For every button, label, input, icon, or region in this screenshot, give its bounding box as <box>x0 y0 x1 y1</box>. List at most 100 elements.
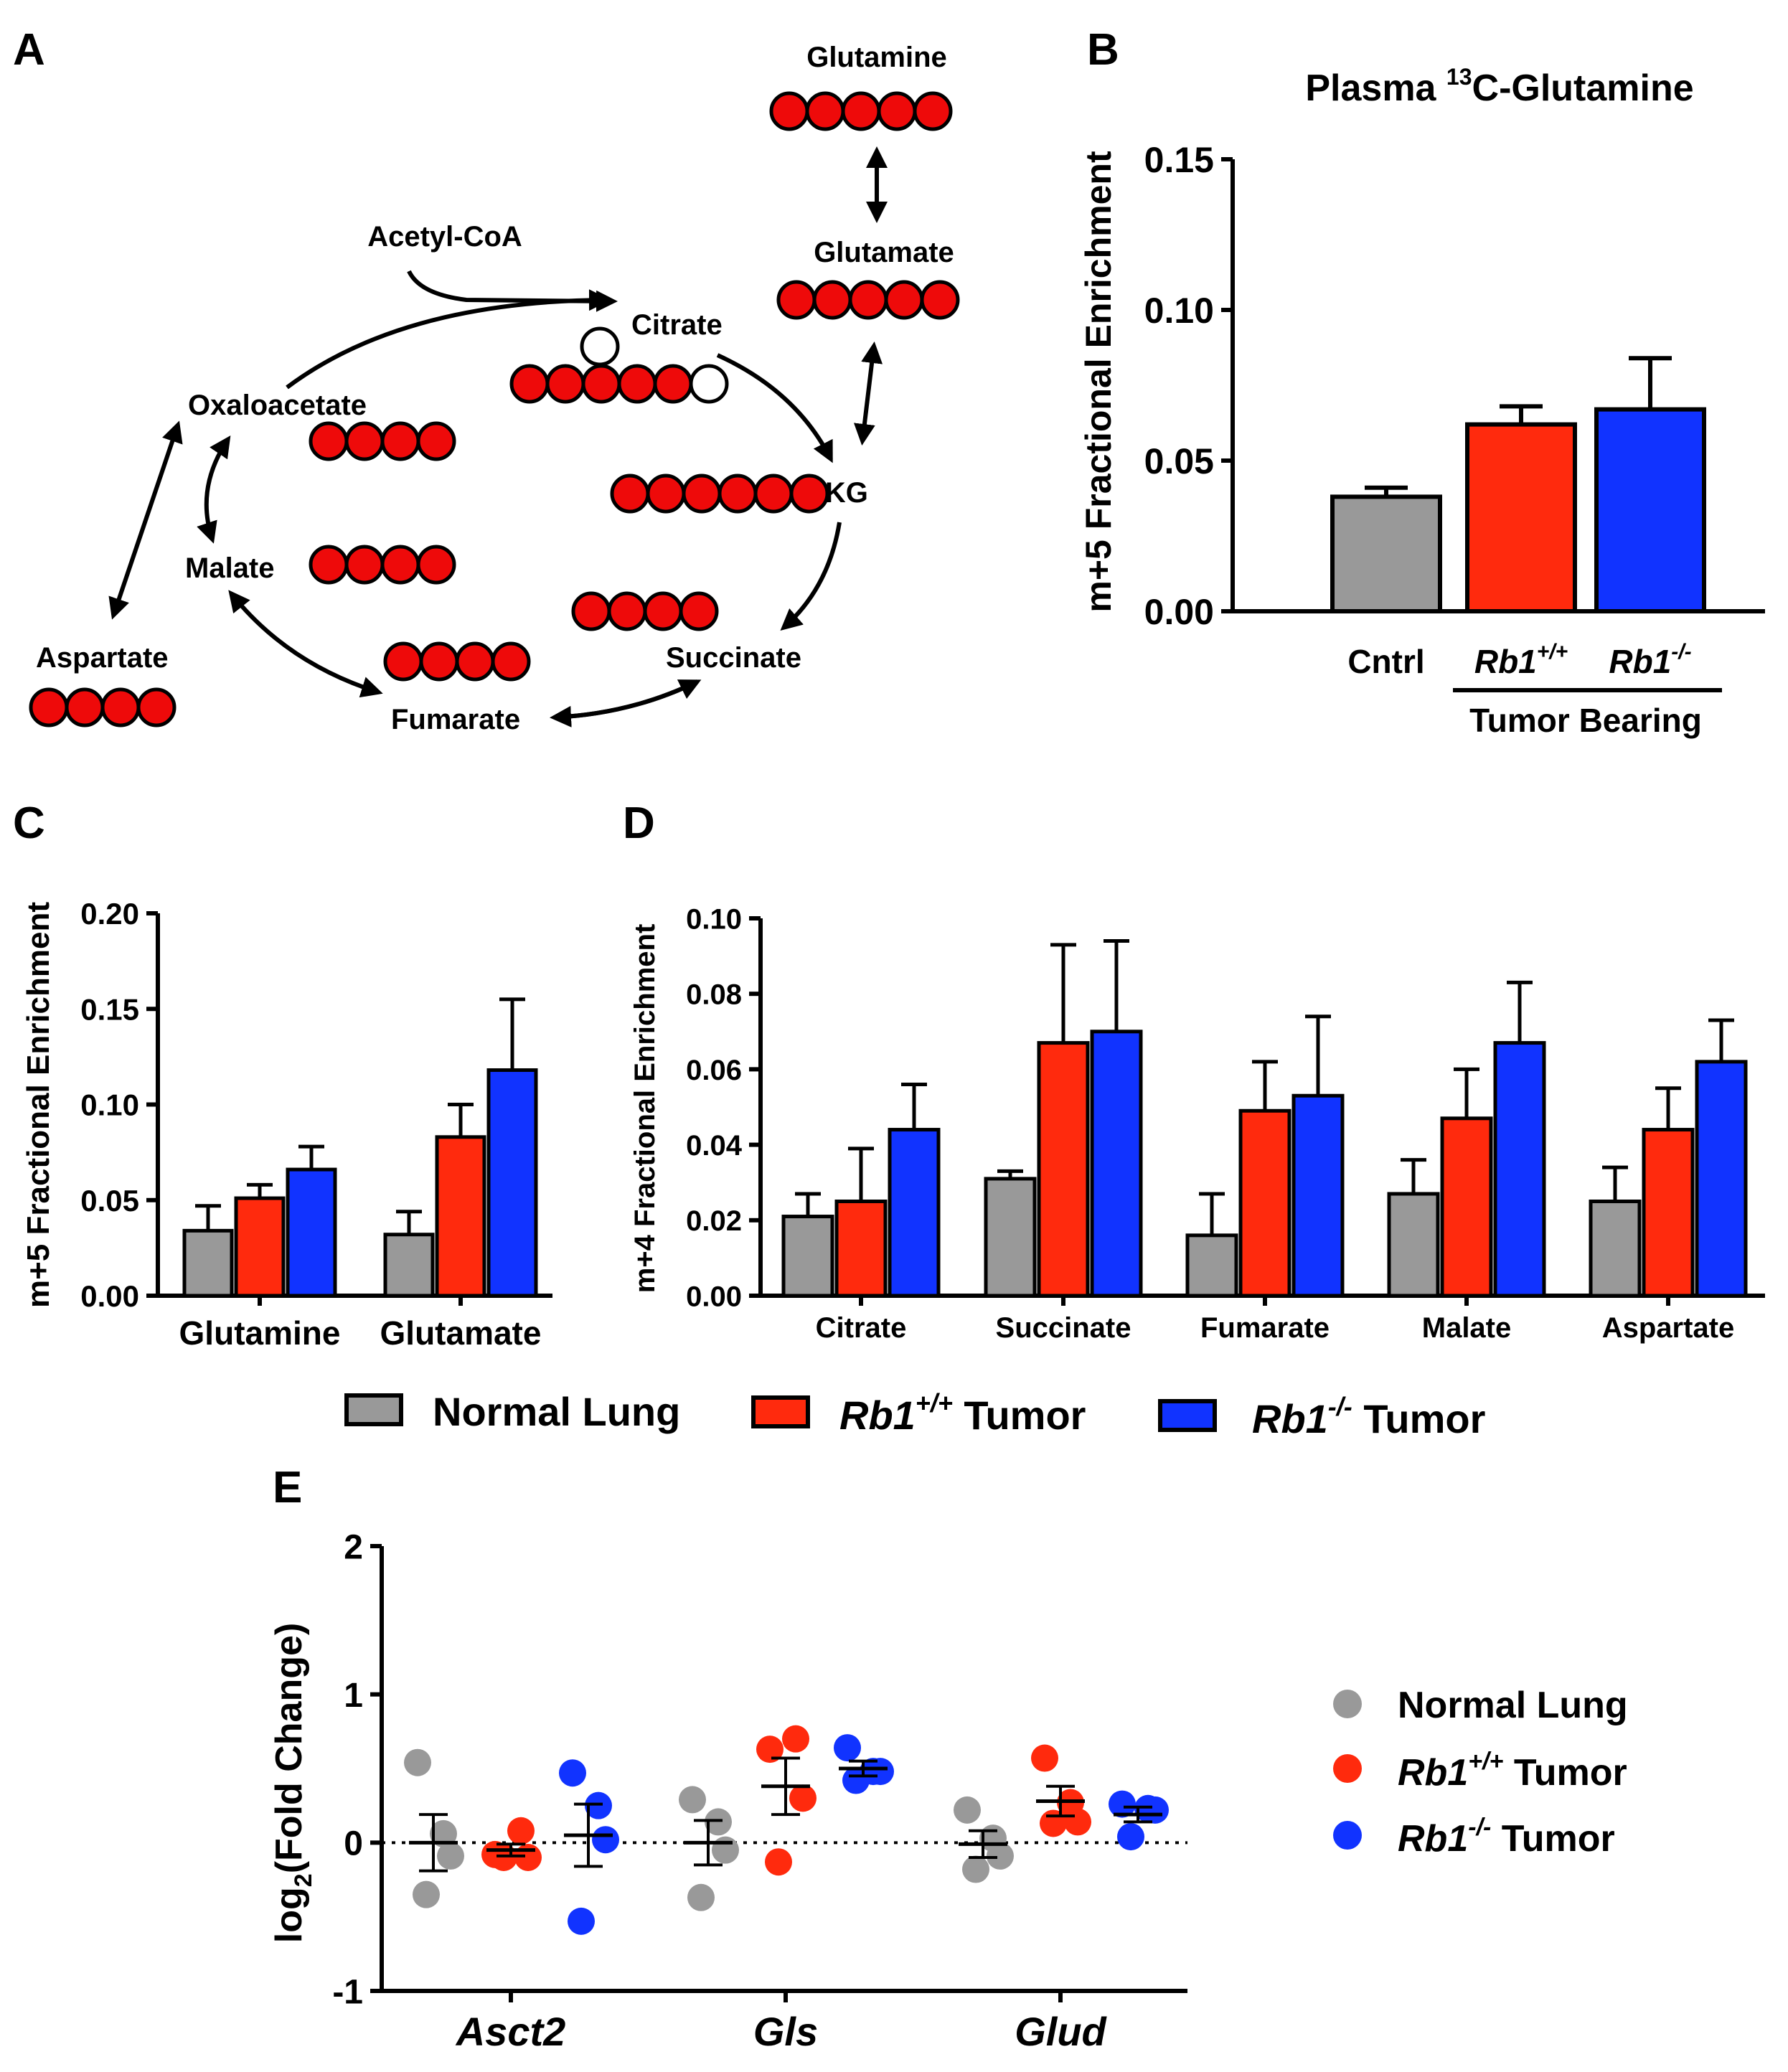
chart-b: 0.00 0.05 0.10 0.15 <box>1144 140 1765 632</box>
point-rb1-tumor-glud <box>1031 1744 1058 1772</box>
chart-c: 0.00 0.05 0.10 0.15 0.20 Glutamine Glutamate <box>80 897 552 1352</box>
bar-normal-lung-fumarate <box>1185 1233 1238 1298</box>
carbon-atom-labeled <box>789 474 829 514</box>
x-tick-label-citrate: Citrate <box>816 1312 907 1344</box>
label-malate: Malate <box>185 552 275 584</box>
carbons-oxaloacetate <box>309 421 456 461</box>
point-rb1-tumor-asct2 <box>585 1791 612 1819</box>
point-normal-lung-glud <box>987 1842 1014 1870</box>
bar-normal-lung-glutamate <box>383 1233 435 1298</box>
panel-a-letter: A <box>13 25 45 75</box>
label-oxaloacetate: Oxaloacetate <box>188 390 367 421</box>
bar-rb1-tumor-fumarate <box>1238 1108 1291 1298</box>
chart-d: 0.00 0.02 0.04 0.06 0.08 0.10 Citrate Succinate… <box>686 903 1765 1344</box>
legend-label-rb1-ko: Rb1-/- Tumor <box>1252 1392 1485 1441</box>
carbon-atom-labeled <box>653 364 693 404</box>
point-normal-lung-asct2 <box>437 1842 464 1870</box>
carbon-atom-labeled <box>416 421 456 461</box>
legend-label-rb1-wt: Rb1+/+ Tumor <box>839 1388 1086 1438</box>
group-label-tumor-bearing: Tumor Bearing <box>1469 702 1702 739</box>
point-normal-lung-gls <box>712 1836 739 1864</box>
y-tick-label: 1 <box>344 1677 363 1715</box>
label-acetyl-coa: Acetyl-CoA <box>367 221 522 253</box>
bar-rb1-tumor-glutamate <box>486 1068 538 1298</box>
panel-e: E log2(Fold Change) -1 0 1 2 Asct2 Gls Glud No… <box>268 1463 1628 2054</box>
carbon-atom-labeled <box>416 545 456 585</box>
panel-e-letter: E <box>273 1463 302 1512</box>
carbon-atom-labeled <box>383 641 423 682</box>
legend-swatch-normal <box>344 1393 403 1426</box>
bar-normal-lung-aspartate <box>1589 1200 1642 1298</box>
y-tick-label: -1 <box>332 1973 363 2011</box>
carbons-succinate <box>571 591 719 631</box>
carbon-atom-labeled <box>812 280 852 320</box>
carbon-atom-labeled <box>682 474 722 514</box>
carbons-fumarate <box>383 641 531 682</box>
carbon-atom-labeled <box>309 545 349 585</box>
carbon-atom-labeled <box>380 545 420 585</box>
carbon-atom-labeled <box>581 364 621 404</box>
carbon-atom-labeled <box>841 91 881 131</box>
carbon-atom-labeled <box>610 474 650 514</box>
legend-swatch-rb1-ko <box>1158 1399 1217 1432</box>
y-tick-label: 0.10 <box>686 903 742 935</box>
x-tick-label-fumarate: Fumarate <box>1200 1312 1330 1344</box>
carbon-atom-labeled <box>920 280 960 320</box>
y-tick-label: 0.02 <box>686 1205 742 1237</box>
carbon-atom-labeled <box>419 641 459 682</box>
legend-dot-rb1-ko <box>1333 1821 1362 1850</box>
point-normal-lung-gls <box>687 1883 715 1911</box>
legend-dot-label-rb1-wt: Rb1+/+ Tumor <box>1398 1748 1627 1794</box>
label-glutamate: Glutamate <box>814 237 954 268</box>
y-tick-label: 0.10 <box>1144 291 1214 331</box>
panel-b-ylabel: m+5 Fractional Enrichment <box>1078 151 1119 613</box>
bar-rb1-tumor-glutamine <box>234 1196 286 1298</box>
y-tick-label: 0.05 <box>1144 441 1214 481</box>
bar-rb1-tumor-glutamine <box>286 1167 337 1298</box>
carbon-atom-labeled <box>571 591 611 631</box>
point-rb1-tumor-asct2 <box>592 1826 619 1854</box>
bar-rb1-tumor-fumarate <box>1291 1093 1345 1298</box>
carbon-atom-labeled <box>309 421 349 461</box>
bar-rb1-tumor-citrate <box>834 1200 888 1298</box>
panel-c-letter: C <box>13 799 45 848</box>
chart-e: -1 0 1 2 Asct2 Gls Glud <box>332 1528 1187 2054</box>
carbon-atom-labeled <box>769 91 809 131</box>
point-rb1-tumor-glud <box>1064 1808 1091 1836</box>
bar-rb1 <box>1465 422 1577 613</box>
point-rb1-tumor-gls <box>782 1725 809 1753</box>
y-tick-label: 0 <box>344 1825 363 1863</box>
y-tick-label: 0.06 <box>686 1055 742 1086</box>
point-rb1-tumor-gls <box>842 1766 870 1794</box>
carbon-atom-labeled <box>848 280 888 320</box>
carbon-atom-labeled <box>913 91 953 131</box>
carbon-atom-labeled <box>679 591 719 631</box>
legend-dot-normal <box>1333 1690 1362 1718</box>
bar-rb1-tumor-citrate <box>888 1128 941 1298</box>
bar-rb1-tumor-aspartate <box>1695 1060 1748 1298</box>
bar-legend: Normal Lung Rb1+/+ Tumor Rb1-/- Tumor <box>344 1388 1485 1441</box>
y-tick-label: 0.04 <box>686 1130 743 1162</box>
y-tick-label: 0.00 <box>686 1281 742 1312</box>
carbon-atom-labeled <box>753 474 794 514</box>
bar-normal-lung-succinate <box>984 1177 1037 1298</box>
scatter-legend: Normal Lung Rb1+/+ Tumor Rb1-/- Tumor <box>1333 1685 1628 1860</box>
carbon-atom-labeled <box>100 687 141 727</box>
label-aspartate: Aspartate <box>36 642 169 674</box>
point-rb1-tumor-asct2 <box>490 1844 517 1871</box>
carbons-glutamine <box>769 91 953 131</box>
carbon-atom-labeled <box>29 687 69 727</box>
panel-b: B Plasma 13C-Glutamine m+5 Fractional En… <box>1078 25 1765 739</box>
bar-rb1-tumor-aspartate <box>1642 1128 1695 1298</box>
carbon-atom-labeled <box>545 364 585 404</box>
arrow-fumarate-succinate-head <box>553 679 702 720</box>
carbons-akg <box>610 474 829 514</box>
point-normal-lung-glud <box>954 1796 981 1824</box>
carbons-citrate <box>509 364 729 404</box>
panel-b-title: Plasma 13C-Glutamine <box>1305 64 1693 109</box>
point-rb1-tumor-gls <box>834 1734 861 1762</box>
legend-dot-rb1-wt <box>1333 1754 1362 1783</box>
legend-label-normal: Normal Lung <box>433 1389 680 1434</box>
bar-normal-lung-glutamine <box>182 1228 234 1298</box>
